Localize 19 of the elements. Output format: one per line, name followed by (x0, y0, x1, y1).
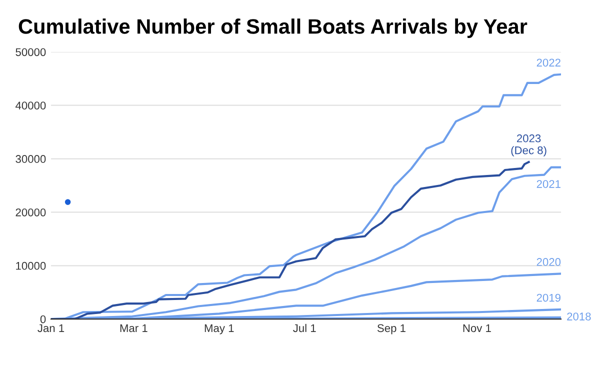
series-label: 2023 (Dec 8) (511, 134, 546, 156)
chart-title: Cumulative Number of Small Boats Arrivals by Year (18, 18, 528, 38)
series-label: 2022 (536, 58, 560, 67)
x-tick-label: Sep 1 (377, 324, 406, 334)
series-label: 2019 (536, 294, 560, 302)
y-tick-label: 20000 (16, 208, 46, 216)
y-tick-label: 10000 (16, 262, 46, 270)
series-label: 2020 (536, 258, 561, 266)
y-tick-label: 40000 (16, 102, 46, 110)
x-tick-label: Jan 1 (38, 324, 64, 332)
x-tick-label: May 1 (204, 324, 234, 334)
series-label: 2018 (567, 312, 591, 320)
series-label: 2021 (536, 180, 560, 188)
x-tick-label: Nov 1 (463, 324, 491, 332)
x-tick-label: Jul 1 (293, 324, 316, 332)
x-tick-label: Mar 1 (120, 324, 148, 332)
y-tick-label: 0 (40, 315, 46, 324)
y-tick-label: 30000 (16, 155, 46, 163)
y-tick-label: 50000 (16, 48, 46, 56)
